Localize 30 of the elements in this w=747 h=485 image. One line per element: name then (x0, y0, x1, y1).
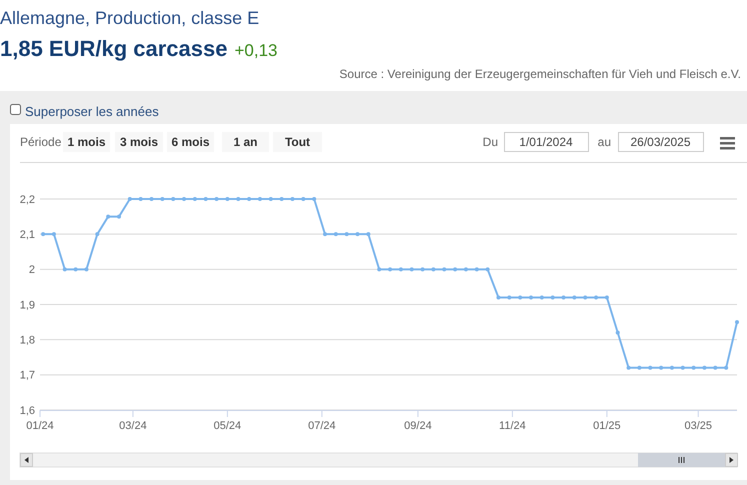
x-tick-label: 01/24 (26, 420, 54, 432)
text: au (598, 135, 611, 149)
x-tick-label: 03/24 (119, 420, 147, 432)
chart-title: Allemagne, Production, classe E (0, 8, 260, 28)
text: Période (20, 135, 62, 149)
x-tick-label: 03/25 (684, 420, 712, 432)
y-tick-label: 1,9 (20, 299, 35, 312)
text: 3 mois (120, 135, 158, 149)
text: 6 mois (171, 135, 210, 149)
chart-subtitle: 1,85 EUR/kg carcasse (0, 36, 228, 61)
source-note: Source : Vereinigung der Erzeugergemeinschaften für Vieh und Fleisch e.V. (339, 67, 741, 81)
y-tick-label: 2,2 (20, 194, 35, 206)
text: Superposer les années (25, 104, 160, 119)
y-tick-label: 1,7 (20, 370, 35, 382)
text: Du (482, 135, 498, 149)
text: 1 an (233, 135, 258, 149)
y-tick-label: 1,8 (20, 334, 35, 347)
x-tick-label: 07/24 (308, 420, 336, 432)
text: 1 mois (67, 135, 106, 149)
y-tick-label: 2 (28, 264, 35, 276)
text: 26/03/2025 (630, 135, 691, 149)
x-tick-label: 09/24 (404, 420, 432, 432)
x-tick-label: 01/25 (593, 420, 621, 432)
text: Tout (284, 135, 310, 149)
text: 1/01/2024 (519, 135, 574, 149)
y-tick-label: 1,6 (20, 404, 35, 417)
y-tick-label: 2,1 (20, 229, 35, 242)
text: +0,13 (234, 41, 278, 60)
x-tick-label: 11/24 (499, 420, 526, 432)
x-tick-label: 05/24 (214, 420, 242, 432)
